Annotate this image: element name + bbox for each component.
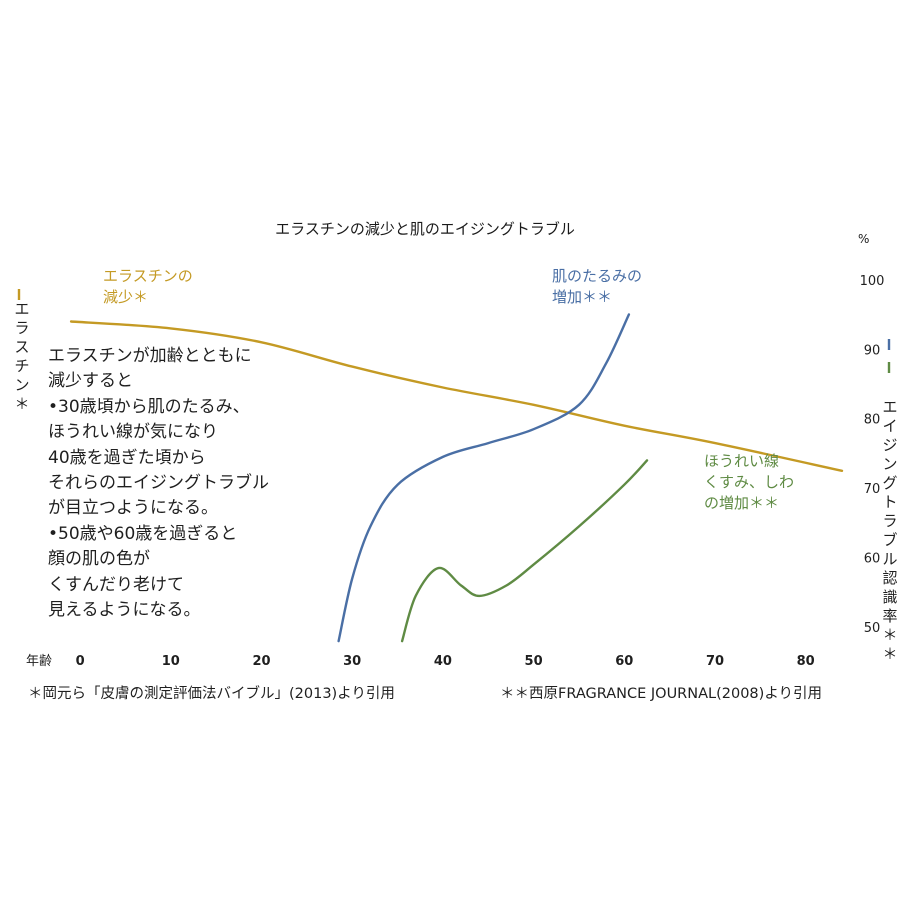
- x-tick-label: 50: [525, 654, 543, 669]
- chart-title: エラスチンの減少と肌のエイジングトラブル: [275, 220, 575, 238]
- footnote-right: ＊＊西原FRAGRANCE JOURNAL(2008)より引用: [500, 686, 823, 702]
- x-tick-label: 60: [615, 654, 633, 669]
- x-tick-label: 20: [252, 654, 270, 669]
- x-tick-label: 70: [706, 654, 724, 669]
- x-tick-label: 40: [434, 654, 452, 669]
- series-line-sagging: [337, 313, 631, 643]
- x-tick-label: 0: [76, 654, 85, 669]
- y-tick-label: 90: [864, 343, 881, 358]
- series-line-elastin: [69, 320, 844, 472]
- series-label-elastin: エラスチンの 減少＊: [103, 267, 193, 306]
- series-label-lines: ほうれい線 くすみ、しわ の増加＊＊: [704, 452, 795, 512]
- x-axis-title: 年齢: [26, 654, 52, 669]
- x-tick-label: 30: [343, 654, 361, 669]
- y-tick-label: 100: [860, 274, 885, 289]
- x-tick-label: 10: [162, 654, 180, 669]
- y-tick-label: 50: [864, 621, 881, 636]
- right-axis-unit: %: [858, 232, 870, 246]
- series-label-sagging: 肌のたるみの 増加＊＊: [552, 267, 643, 306]
- left-axis-title: エラスチン＊: [14, 300, 30, 413]
- y-tick-label: 70: [864, 482, 881, 497]
- x-tick-label: 80: [797, 654, 815, 669]
- annotation-text: エラスチンが加齢とともに 減少すると •30歳頃から肌のたるみ、 ほうれい線が気…: [48, 346, 269, 621]
- right-axis-title: エイジングトラブル認識率＊＊: [882, 398, 898, 663]
- y-tick-label: 60: [864, 552, 881, 567]
- series-line-lines: [400, 459, 649, 643]
- y-tick-label: 80: [864, 413, 881, 428]
- footnote-left: ＊岡元ら「皮膚の測定評価法バイブル」(2013)より引用: [28, 686, 395, 702]
